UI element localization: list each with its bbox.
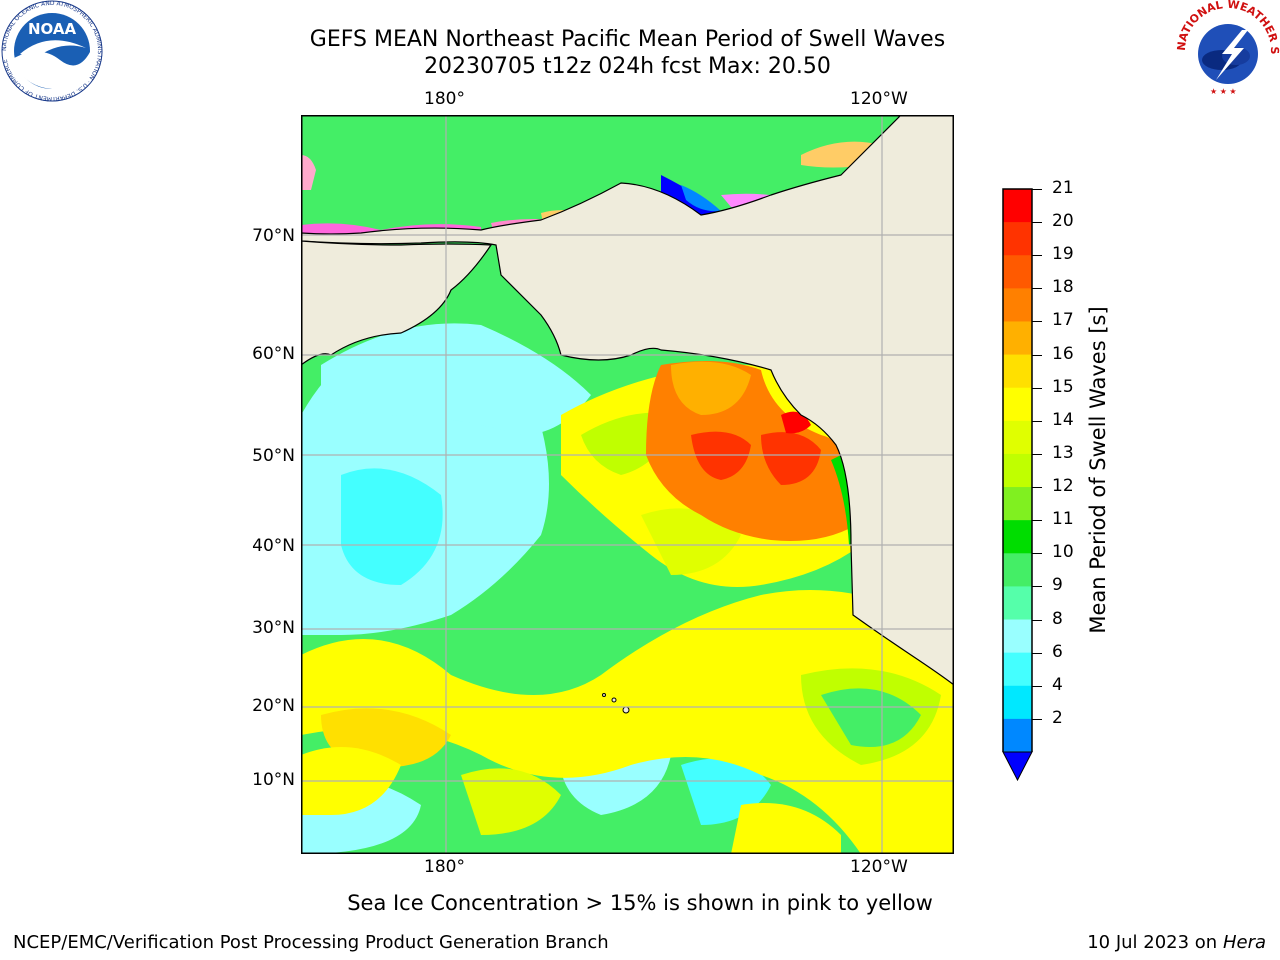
colorbar-tick-mark: [1032, 619, 1042, 621]
colorbar-tick-label: 8: [1052, 608, 1063, 629]
colorbar-segment: [1003, 619, 1032, 654]
colorbar-extend-arrow: [1002, 751, 1033, 782]
footer-date-text: 10 Jul 2023 on: [1087, 932, 1223, 953]
colorbar-tick-mark: [1032, 553, 1042, 555]
colorbar-tick-label: 21: [1052, 178, 1074, 198]
footer-host: Hera: [1222, 932, 1266, 953]
colorbar-segment: [1003, 420, 1032, 455]
colorbar-segment: [1003, 718, 1032, 753]
lat-label-70n: 70°N: [252, 226, 295, 246]
colorbar-segment: [1003, 288, 1032, 322]
swell-period-map: [301, 115, 954, 854]
lat-label-30n: 30°N: [252, 618, 295, 638]
colorbar-tick-mark: [1032, 520, 1042, 522]
colorbar: [1002, 188, 1033, 782]
lat-label-60n: 60°N: [252, 344, 295, 364]
lat-label-40n: 40°N: [252, 536, 295, 556]
chart-subtitle: 20230705 t12z 024h fcst Max: 20.50: [424, 54, 831, 79]
lon-label-bottom-180: 180°: [424, 857, 465, 877]
colorbar-tick-mark: [1032, 652, 1042, 654]
colorbar-tick-mark: [1032, 321, 1042, 323]
nws-logo: NATIONAL WEATHER SERVICE ★ ★ ★: [1176, 0, 1280, 101]
colorbar-tick-mark: [1032, 189, 1042, 190]
colorbar-segment: [1003, 387, 1032, 422]
lon-label-bottom-120w: 120°W: [850, 857, 908, 877]
colorbar-tick-label: 17: [1052, 310, 1074, 331]
colorbar-tick-label: 10: [1052, 542, 1074, 563]
footer-date: 10 Jul 2023 on Hera: [1087, 932, 1266, 953]
chart-title: GEFS MEAN Northeast Pacific Mean Period …: [309, 27, 946, 52]
colorbar-tick-label: 19: [1052, 244, 1074, 265]
graticule: [301, 115, 954, 854]
bering-cyan-region: [321, 323, 591, 435]
colorbar-segment: [1003, 321, 1032, 356]
colorbar-tick-mark: [1032, 255, 1042, 257]
colorbar-tick-label: 14: [1052, 409, 1074, 430]
colorbar-segment: [1003, 222, 1032, 256]
colorbar-tick-mark: [1032, 718, 1042, 720]
colorbar-tick-label: 2: [1052, 707, 1063, 728]
colorbar-tick-mark: [1032, 354, 1042, 356]
colorbar-segment: [1003, 553, 1032, 587]
colorbar-tick-mark: [1032, 420, 1042, 422]
colorbar-tick-mark: [1032, 487, 1042, 489]
colorbar-tick-mark: [1032, 453, 1042, 455]
colorbar-segment: [1003, 520, 1032, 554]
lat-label-10n: 10°N: [252, 770, 295, 790]
svg-text:★ ★ ★: ★ ★ ★: [1210, 87, 1237, 96]
colorbar-frame: [1002, 188, 1033, 752]
lon-label-top-180: 180°: [424, 89, 465, 109]
noaa-logo-text: NOAA: [28, 20, 77, 38]
colorbar-segment: [1003, 487, 1032, 521]
colorbar-tick-label: 12: [1052, 476, 1074, 497]
colorbar-tick-label: 11: [1052, 509, 1074, 530]
colorbar-segment: [1003, 586, 1032, 621]
colorbar-tick-label: 9: [1052, 575, 1063, 596]
footer-credit: NCEP/EMC/Verification Post Processing Pr…: [13, 932, 609, 953]
high-period-red-core: [691, 431, 751, 480]
colorbar-tick-mark: [1032, 586, 1042, 588]
sea-ice-note: Sea Ice Concentration > 15% is shown in …: [347, 891, 933, 915]
colorbar-tick-label: 4: [1052, 674, 1063, 695]
colorbar-tick-label: 6: [1052, 641, 1063, 662]
colorbar-tick-mark: [1032, 288, 1042, 290]
colorbar-tick-label: 16: [1052, 343, 1074, 364]
tropical-yellow-region: [301, 590, 954, 854]
land-alaska-canada: [301, 115, 954, 686]
colorbar-label: Mean Period of Swell Waves [s]: [1086, 306, 1110, 634]
colorbar-segment: [1003, 354, 1032, 389]
hawaii-island: [622, 706, 630, 714]
lat-label-20n: 20°N: [252, 696, 295, 716]
colorbar-segment: [1003, 652, 1032, 687]
lat-label-50n: 50°N: [252, 446, 295, 466]
lon-label-top-120w: 120°W: [850, 89, 908, 109]
colorbar-segment: [1003, 189, 1032, 223]
colorbar-tick-label: 18: [1052, 277, 1074, 298]
colorbar-segment: [1003, 453, 1032, 488]
colorbar-segment: [1003, 255, 1032, 289]
colorbar-tick-label: 20: [1052, 211, 1074, 232]
colorbar-tick-mark: [1032, 222, 1042, 224]
map-frame: [301, 115, 954, 854]
colorbar-tick-label: 15: [1052, 376, 1074, 397]
colorbar-segment: [1003, 685, 1032, 720]
noaa-logo: NATIONAL OCEANIC AND ATMOSPHERIC ADMINIS…: [1, 0, 103, 102]
colorbar-tick-label: 13: [1052, 442, 1074, 463]
colorbar-tick-mark: [1032, 685, 1042, 687]
colorbar-tick-mark: [1032, 387, 1042, 389]
